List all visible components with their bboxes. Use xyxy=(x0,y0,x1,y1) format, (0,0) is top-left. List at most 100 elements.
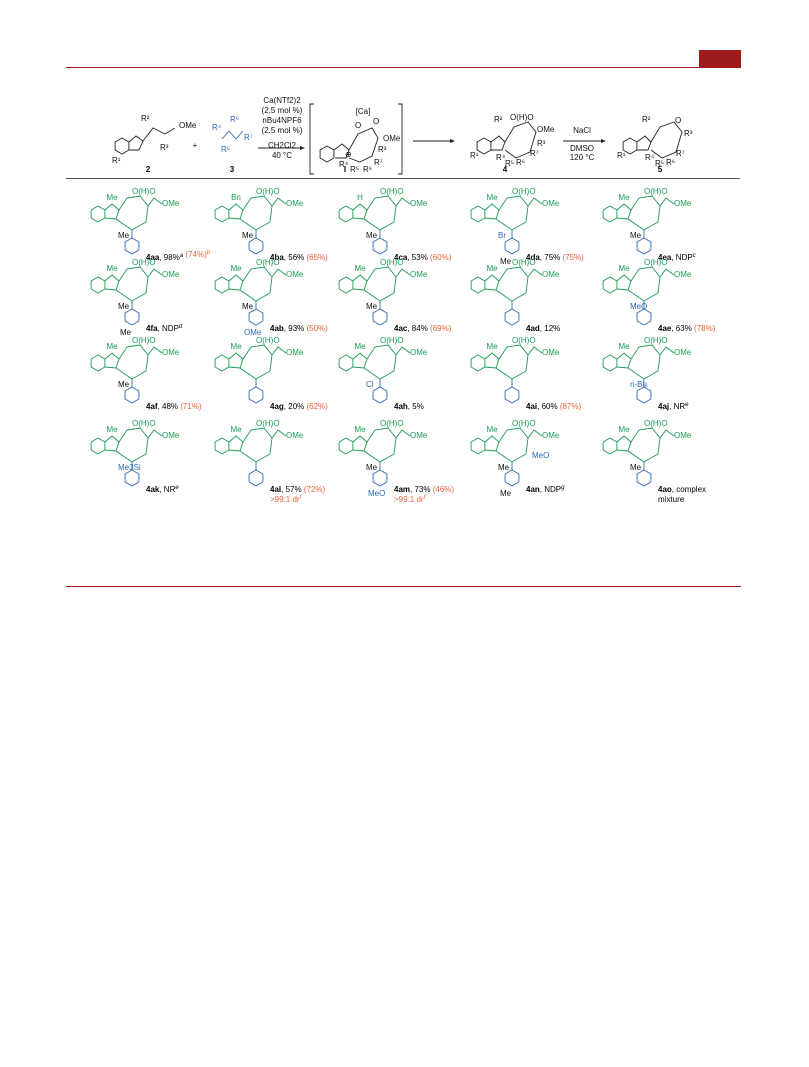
compound-id: 4ad xyxy=(526,324,540,333)
cycloheptane-ring xyxy=(115,344,149,380)
entry-4fa: Me O(H)O OMe Me Me 4fa, NDPd xyxy=(90,258,183,337)
substituent-0: Me xyxy=(498,463,510,472)
enol-label: O(H)O xyxy=(380,258,404,267)
enol-label: O(H)O xyxy=(256,187,280,196)
ome-label: OMe xyxy=(286,270,304,279)
ome-label: OMe xyxy=(410,270,428,279)
aryl-ring xyxy=(372,308,388,326)
ome-label: OMe xyxy=(286,431,304,440)
intermediate-ring xyxy=(348,127,379,163)
ome-label: OMe xyxy=(286,199,304,208)
n-substituent: Me xyxy=(486,342,498,351)
entry-4ac: Me O(H)O OMe Me 4ac, 84% (69%) xyxy=(338,258,452,333)
yield-label: 4an, NDPg xyxy=(526,485,565,494)
benzo-ring xyxy=(338,276,354,294)
product5-o: O xyxy=(675,116,681,125)
enol-label: O(H)O xyxy=(132,187,156,196)
cycloheptane-ring xyxy=(363,195,397,231)
entry-4an: Me O(H)O OMe Me Me MeO 4an, NDPg xyxy=(470,419,565,498)
cycloheptane-ring xyxy=(627,266,661,302)
pyrrole-ring xyxy=(352,435,368,452)
cycloheptane-ring xyxy=(627,344,661,380)
substituent-1: Me xyxy=(500,257,512,266)
ester-bond xyxy=(527,197,543,207)
n-substituent: Me xyxy=(230,425,242,434)
benzo-ring xyxy=(602,354,618,372)
pyrrole-ring xyxy=(484,274,500,291)
reagent-1: (2.5 mol %) xyxy=(262,106,303,115)
enol-label: O(H)O xyxy=(256,419,280,428)
enol-label: O(H)O xyxy=(132,336,156,345)
yield-label: 4ai, 60% (87%) xyxy=(526,402,581,411)
cycloheptane-ring xyxy=(495,195,529,231)
enol-label: O(H)O xyxy=(644,419,668,428)
yield-label: 4ao, complex xyxy=(658,485,706,494)
entry-4ae: Me O(H)O OMe MeO 4ae, 63% (78%) xyxy=(602,258,716,333)
substituent-0: Me xyxy=(118,380,130,389)
arrowhead-3 xyxy=(601,139,606,143)
ester-chain xyxy=(142,127,176,142)
compound-id: 4ea xyxy=(658,253,672,262)
benzo-ring xyxy=(470,205,486,223)
cycloheptane-ring xyxy=(239,195,273,231)
yield-label: 4al, 57% (72%) xyxy=(270,485,325,494)
substituent-0: Me xyxy=(630,231,642,240)
substituent-0: Me xyxy=(366,463,378,472)
ome-label: OMe xyxy=(674,199,692,208)
product4-r3: R³ xyxy=(537,139,546,148)
cycloheptane-ring xyxy=(495,266,529,302)
product5-r5: R⁵ xyxy=(655,159,664,168)
compound-id: 4an xyxy=(526,485,540,494)
pyrrole-ring xyxy=(616,352,632,369)
ester-bond xyxy=(527,346,543,356)
intermediate-i-label: I xyxy=(344,165,346,174)
entry-4aa: Me O(H)O OMe Me 4aa, 98%a (74%)b xyxy=(90,187,211,262)
reagent-2: nBu4NPF6 xyxy=(262,116,302,125)
substituent-0: n-Bu xyxy=(630,380,647,389)
reagent-0: Ca(NTf2)2 xyxy=(263,96,301,105)
benzo-ring xyxy=(470,354,486,372)
enol-label: O(H)O xyxy=(380,419,404,428)
ester-bond xyxy=(271,346,287,356)
aryl-ring xyxy=(248,308,264,326)
aryl-ring xyxy=(504,237,520,255)
product4-r7: R⁷ xyxy=(530,149,539,158)
cycloheptane-ring xyxy=(115,195,149,231)
reagent-4: CH2Cl2 xyxy=(268,141,297,150)
enol-label: O(H)O xyxy=(644,187,668,196)
r4-label: R⁴ xyxy=(212,123,222,132)
n-substituent: Me xyxy=(106,342,118,351)
int-r3: R³ xyxy=(378,145,387,154)
substituent-1: Me xyxy=(500,489,512,498)
entry-4ea: Me O(H)O OMe Me 4ea, NDPc xyxy=(602,187,696,262)
indole-benzene-ring xyxy=(114,137,130,155)
ca-label: [Ca] xyxy=(356,107,371,116)
cycloheptane-ring xyxy=(115,266,149,302)
entry-4ak: Me O(H)O OMe Me3Si 4ak, NRe xyxy=(90,419,180,494)
aryl-ring xyxy=(124,237,140,255)
n-substituent: H xyxy=(357,193,363,202)
reagent-5: 40 °C xyxy=(272,151,292,160)
entry-4ba: Bn O(H)O OMe Me 4ba, 56% (65%) xyxy=(214,187,328,262)
cycloheptane-ring xyxy=(363,344,397,380)
substituent-1: OMe xyxy=(244,328,262,337)
product4-r2: R² xyxy=(494,115,503,124)
product5-r6: R⁶ xyxy=(666,158,675,167)
benzo-ring xyxy=(214,437,230,455)
substituent-0: Me xyxy=(366,302,378,311)
scheme-divider xyxy=(66,178,740,179)
n-substituent: Me xyxy=(230,342,242,351)
ome-label: OMe xyxy=(410,199,428,208)
product4-oho: O(H)O xyxy=(510,113,534,122)
ome-label: OMe xyxy=(542,270,560,279)
ome-label: OMe xyxy=(542,199,560,208)
int-r6: R⁶ xyxy=(363,165,372,174)
pyrrole-ring xyxy=(228,352,244,369)
enol-label: O(H)O xyxy=(380,187,404,196)
plus-sign: + xyxy=(193,141,198,150)
step2-reagent-0: NaCl xyxy=(573,126,591,135)
yield-label: 4ah, 5% xyxy=(394,402,424,411)
reagent-3: (2.5 mol %) xyxy=(262,126,303,135)
